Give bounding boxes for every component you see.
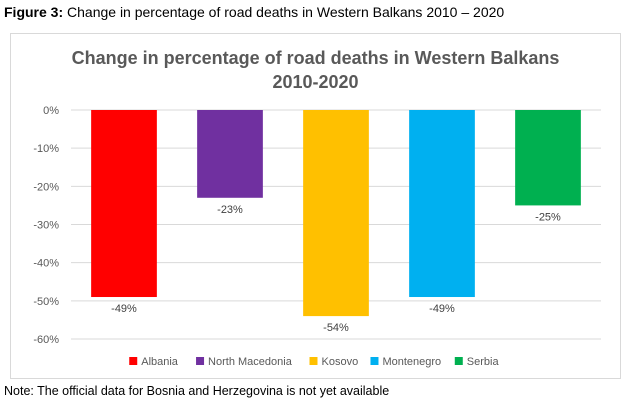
bar-kosovo: [303, 110, 369, 317]
legend-swatch: [309, 357, 318, 365]
legend-label: Serbia: [467, 356, 500, 368]
legend-label: Albania: [141, 356, 179, 368]
data-label: -54%: [323, 322, 349, 334]
bar-albania: [91, 110, 157, 298]
legend-label: Kosovo: [322, 356, 359, 368]
chart-title-line-1: Change in percentage of road deaths in W…: [71, 48, 560, 68]
y-tick-label: -20%: [33, 181, 59, 193]
legend-label: North Macedonia: [208, 356, 293, 368]
bar-chart-plot: 0%-10%-20%-30%-40%-50%-60% -49%-23%-54%-…: [33, 105, 601, 368]
legend: Albania North Macedonia Kosovo Montenegro Se…: [129, 356, 499, 368]
chart-frame: Change in percentage of road deaths in W…: [10, 33, 621, 379]
footnote: Note: The official data for Bosnia and H…: [4, 384, 390, 398]
y-axis-ticks: 0% -10% -20% -30% -40% -50% -60%: [33, 105, 59, 346]
bar-north-macedonia: [197, 110, 263, 198]
data-label: -49%: [429, 303, 455, 315]
legend-label: Montenegro: [382, 356, 441, 368]
y-tick-label: -50%: [33, 296, 59, 308]
bar-serbia: [515, 110, 581, 206]
chart-title-line-2: 2010-2020: [272, 72, 359, 92]
y-tick-label: -60%: [33, 334, 59, 346]
legend-swatch: [454, 357, 463, 365]
legend-swatch: [370, 357, 379, 365]
bars: [91, 110, 581, 317]
bar-montenegro: [409, 110, 475, 298]
y-tick-label: 0%: [43, 105, 59, 117]
y-tick-label: -10%: [33, 143, 59, 155]
legend-swatch: [196, 357, 205, 365]
chart-title: Change in percentage of road deaths in W…: [11, 46, 620, 94]
figure-caption-label: Figure 3:: [4, 4, 64, 20]
legend-swatch: [129, 357, 138, 365]
data-labels: -49% -23% -54% -49% -25%: [111, 204, 561, 334]
figure-caption: Figure 3: Change in percentage of road d…: [4, 4, 504, 20]
data-label: -25%: [535, 211, 561, 223]
data-label: -49%: [111, 303, 137, 315]
data-label: -23%: [217, 204, 243, 216]
y-tick-label: -30%: [33, 220, 59, 232]
figure-caption-text: Change in percentage of road deaths in W…: [67, 4, 505, 20]
y-tick-label: -40%: [33, 258, 59, 270]
